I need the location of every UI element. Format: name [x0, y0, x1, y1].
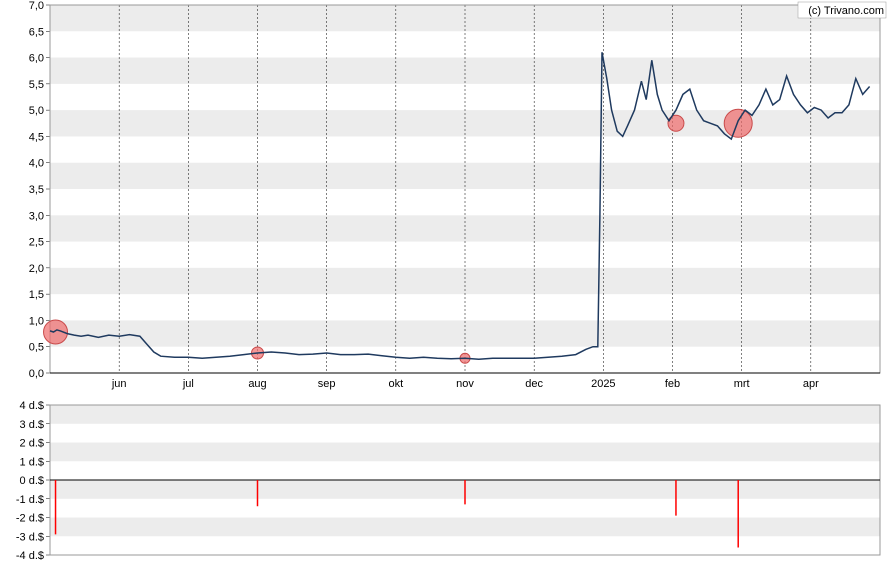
svg-text:dec: dec — [525, 378, 543, 390]
svg-text:-4 d.$: -4 d.$ — [16, 550, 44, 562]
svg-text:4,0: 4,0 — [29, 158, 44, 170]
svg-text:0,0: 0,0 — [29, 368, 44, 380]
svg-text:okt: okt — [388, 378, 403, 390]
svg-text:sep: sep — [318, 378, 336, 390]
chart-svg: 0,0 0,5 1,0 1,5 2,0 2,5 3,0 3,5 4,0 4,5 5,0 5,5 6,0 6… — [0, 0, 888, 565]
svg-text:3,5: 3,5 — [29, 184, 44, 196]
svg-text:1 d.$: 1 d.$ — [20, 456, 44, 468]
svg-text:-2 d.$: -2 d.$ — [16, 513, 44, 525]
svg-text:6,5: 6,5 — [29, 26, 44, 38]
svg-text:nov: nov — [456, 378, 474, 390]
svg-text:mrt: mrt — [734, 378, 750, 390]
svg-text:2,5: 2,5 — [29, 237, 44, 249]
svg-text:1,5: 1,5 — [29, 289, 44, 301]
svg-text:7,0: 7,0 — [29, 0, 44, 12]
svg-text:aug: aug — [248, 378, 266, 390]
svg-text:0 d.$: 0 d.$ — [20, 475, 44, 487]
svg-text:(c) Trivano.com: (c) Trivano.com — [808, 5, 884, 17]
svg-text:-1 d.$: -1 d.$ — [16, 494, 44, 506]
svg-text:6,0: 6,0 — [29, 53, 44, 65]
svg-text:2,0: 2,0 — [29, 263, 44, 275]
svg-text:4,5: 4,5 — [29, 131, 44, 143]
svg-text:4 d.$: 4 d.$ — [20, 400, 44, 412]
stock-chart: 0,0 0,5 1,0 1,5 2,0 2,5 3,0 3,5 4,0 4,5 5,0 5,5 6,0 6… — [0, 0, 888, 565]
svg-text:5,0: 5,0 — [29, 105, 44, 117]
svg-text:jul: jul — [182, 378, 194, 390]
svg-text:3 d.$: 3 d.$ — [20, 419, 44, 431]
svg-text:2025: 2025 — [591, 378, 615, 390]
svg-text:2 d.$: 2 d.$ — [20, 438, 44, 450]
svg-text:5,5: 5,5 — [29, 79, 44, 91]
svg-text:3,0: 3,0 — [29, 210, 44, 222]
svg-text:apr: apr — [803, 378, 819, 390]
svg-text:jun: jun — [111, 378, 127, 390]
svg-text:0,5: 0,5 — [29, 342, 44, 354]
svg-text:1,0: 1,0 — [29, 315, 44, 327]
svg-text:feb: feb — [665, 378, 680, 390]
svg-text:-3 d.$: -3 d.$ — [16, 531, 44, 543]
